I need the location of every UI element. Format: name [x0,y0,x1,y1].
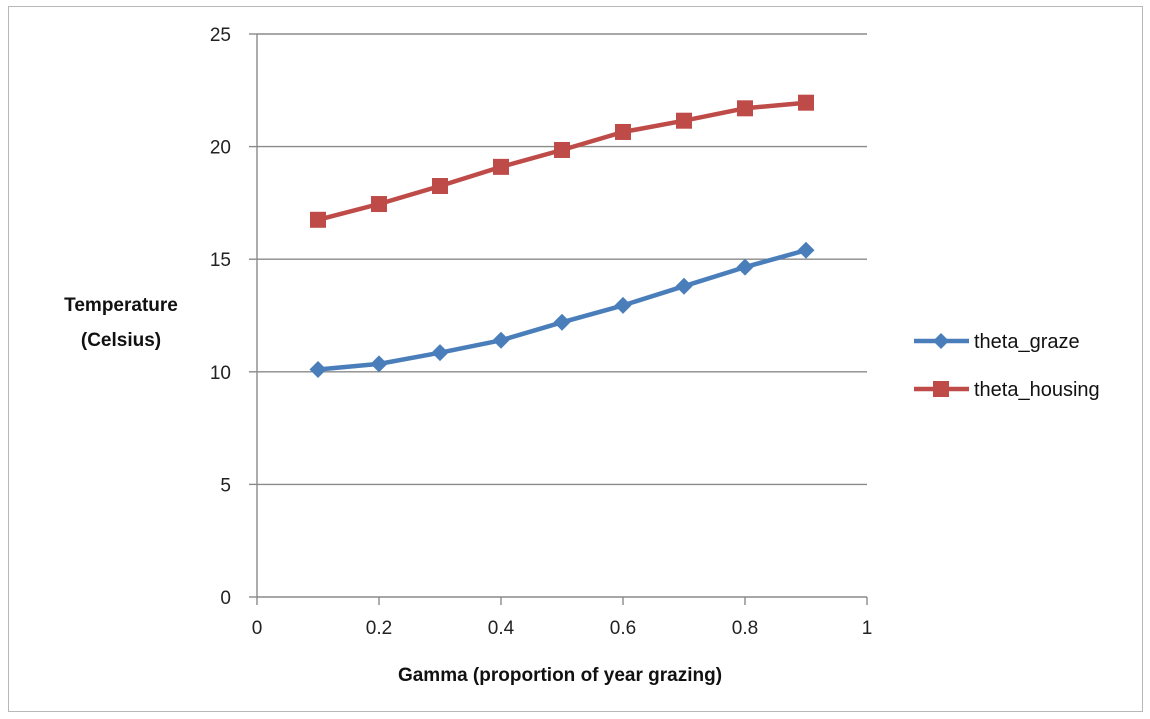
x-tick-label: 0.4 [488,618,515,639]
series-line-theta-housing [315,100,809,223]
data-point-theta-housing [615,123,631,140]
data-point-theta-graze [736,258,754,276]
gridlines [257,33,867,486]
legend-label-theta-graze: theta_graze [974,331,1080,353]
legend-marker-theta-housing [933,381,949,397]
y-tick-label: 5 [220,475,231,496]
legend-item-theta-housing: theta_housing [914,379,1100,401]
series [309,94,815,379]
data-point-theta-graze [553,313,571,331]
data-point-theta-graze [431,344,449,362]
data-point-theta-graze [492,331,510,349]
data-point-theta-graze [614,296,632,314]
data-point-theta-graze [797,241,815,259]
y-tick-label: 10 [210,363,231,384]
data-point-theta-housing [493,158,509,175]
data-point-theta-housing [554,141,570,158]
axes [249,33,868,605]
data-point-theta-housing [371,196,387,213]
data-point-theta-housing [737,100,753,117]
data-point-theta-graze [309,361,327,379]
series-line-theta-graze [315,247,809,372]
y-axis-label-line-2: (Celsius) [81,330,161,351]
legend-label-theta-housing: theta_housing [974,379,1100,401]
y-tick-label: 25 [210,25,231,46]
x-tick-label: 0 [252,618,263,639]
x-axis-label: Gamma (proportion of year grazing) [398,665,722,686]
data-point-theta-housing [676,112,692,129]
data-point-theta-housing [310,211,326,228]
chart-frame: 0 5 10 15 20 25 0 0.2 0.4 0.6 0.8 1 Temperature (Ce… [8,6,1143,712]
series-theta-graze [309,241,815,379]
legend-marker-theta-graze [933,333,949,349]
legend-item-theta-graze: theta_graze [914,331,1080,353]
series-theta-housing [310,94,814,228]
y-tick-label: 15 [210,250,231,271]
data-point-theta-housing [798,94,814,111]
x-tick-label: 0.2 [366,618,392,639]
y-axis-label-line-1: Temperature [64,295,178,316]
y-tick-label: 20 [210,138,231,159]
x-tick-label: 0.8 [732,618,758,639]
x-tick-label: 0.6 [610,618,636,639]
y-tick-label: 0 [220,588,231,609]
data-point-theta-graze [675,277,693,295]
data-point-theta-graze [370,355,388,373]
data-point-theta-housing [432,178,448,195]
tick-labels: 0 5 10 15 20 25 0 0.2 0.4 0.6 0.8 1 [210,25,872,639]
legend: theta_graze theta_housing [914,331,1100,401]
line-chart: 0 5 10 15 20 25 0 0.2 0.4 0.6 0.8 1 Temperature (Ce… [64,25,1100,686]
x-tick-label: 1 [862,618,873,639]
